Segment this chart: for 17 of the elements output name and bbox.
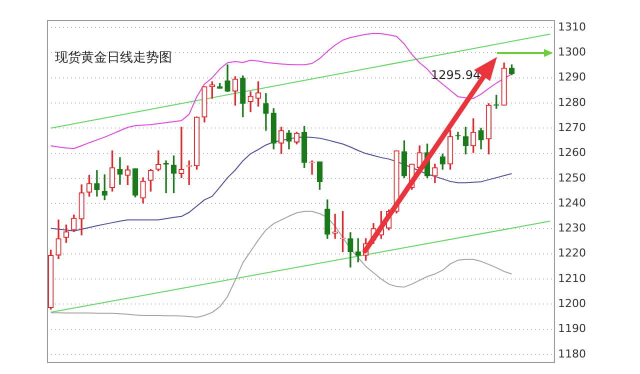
text: 现货黄金日线走势图 (55, 50, 172, 66)
y-tick-label: 1270 (558, 120, 586, 134)
y-tick-label: 1190 (558, 322, 586, 336)
candlestick (178, 126, 184, 178)
y-tick-label: 1290 (558, 70, 586, 84)
y-tick-label: 1230 (558, 222, 586, 235)
y-tick-label: 1280 (558, 96, 586, 109)
candlestick (117, 157, 123, 185)
y-tick-label: 1240 (558, 196, 586, 210)
y-tick-label: 1310 (558, 20, 586, 34)
y-tick-label: 1300 (558, 46, 586, 59)
y-tick-label: 1250 (558, 171, 586, 184)
y-tick-label: 1220 (558, 246, 586, 260)
y-tick-label: 1180 (558, 347, 586, 360)
y-tick-label: 1200 (558, 297, 586, 310)
y-tick-label: 1260 (558, 146, 586, 160)
y-tick-label: 1210 (558, 272, 586, 285)
